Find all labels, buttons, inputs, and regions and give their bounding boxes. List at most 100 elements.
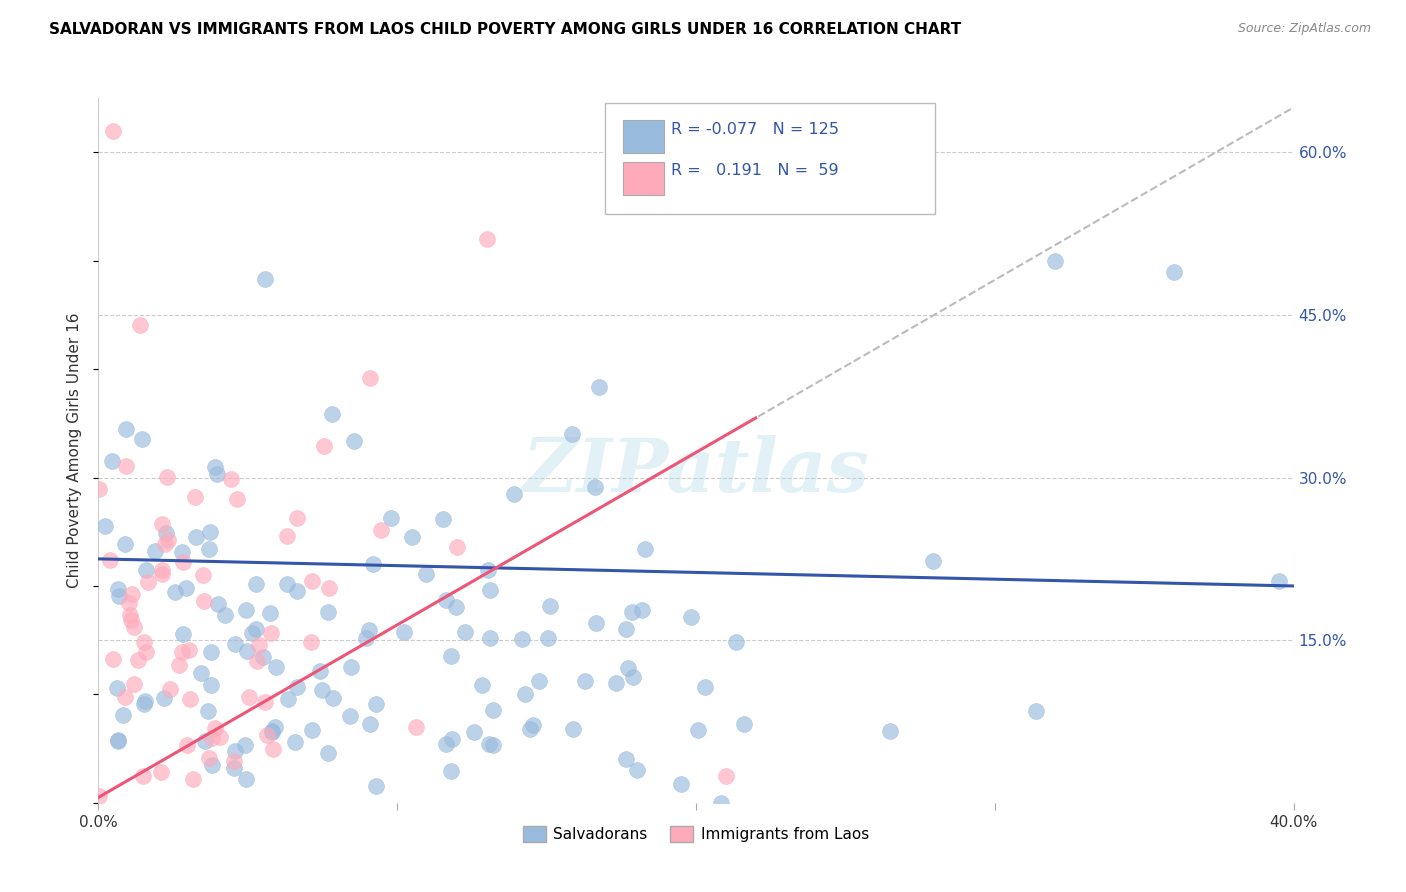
Point [314, 439, 336, 453]
Text: R =   0.191   N =  59: R = 0.191 N = 59 [671, 163, 838, 178]
Point [170, 544, 193, 558]
Point [111, 708, 134, 723]
Legend: Salvadorans, Immigrants from Laos: Salvadorans, Immigrants from Laos [516, 820, 876, 848]
Point [1043, 253, 1066, 268]
Point [101, 652, 124, 666]
Point [120, 613, 142, 627]
Point [879, 724, 901, 739]
Point [340, 660, 363, 674]
Point [434, 593, 457, 607]
Point [87, 483, 110, 497]
Point [150, 567, 173, 582]
Point [605, 676, 627, 690]
Point [415, 566, 437, 581]
Point [621, 605, 644, 619]
Point [204, 721, 226, 735]
Point [277, 692, 299, 706]
Point [284, 734, 307, 748]
Point [98, 552, 121, 566]
Point [87, 789, 110, 803]
Point [361, 557, 384, 571]
Point [631, 603, 654, 617]
Point [585, 616, 607, 631]
Point [263, 720, 285, 734]
Point [163, 585, 186, 599]
Point [236, 643, 259, 657]
Point [224, 636, 246, 650]
Point [529, 674, 551, 689]
Point [183, 490, 205, 504]
Point [176, 581, 198, 595]
Point [299, 634, 322, 648]
Point [253, 272, 276, 286]
Point [135, 563, 157, 577]
Point [190, 665, 212, 680]
Point [135, 645, 157, 659]
Point [503, 487, 526, 501]
Point [235, 772, 257, 786]
Point [235, 603, 257, 617]
Point [561, 426, 583, 441]
Point [634, 541, 657, 556]
Point [513, 688, 536, 702]
Point [475, 232, 498, 246]
Point [107, 582, 129, 596]
Point [671, 777, 693, 791]
Point [108, 589, 131, 603]
Point [285, 680, 308, 694]
Point [366, 697, 388, 711]
Point [392, 624, 415, 639]
Point [479, 582, 502, 597]
Point [114, 537, 136, 551]
Point [454, 624, 477, 639]
Point [115, 422, 138, 436]
Point [107, 733, 129, 747]
Point [617, 661, 640, 675]
Point [242, 626, 264, 640]
Point [714, 769, 737, 783]
Point [101, 454, 124, 468]
Point [118, 596, 141, 610]
Point [260, 625, 283, 640]
Point [434, 737, 457, 751]
Point [733, 716, 755, 731]
Point [233, 739, 256, 753]
Point [359, 716, 381, 731]
Point [184, 529, 207, 543]
Point [710, 796, 733, 810]
Point [253, 695, 276, 709]
Point [249, 638, 271, 652]
Point [285, 583, 308, 598]
Point [193, 594, 215, 608]
Point [208, 731, 231, 745]
Point [262, 723, 284, 738]
Point [308, 665, 330, 679]
Point [370, 523, 392, 537]
Point [156, 470, 179, 484]
Point [583, 480, 606, 494]
Point [401, 530, 423, 544]
Point [132, 769, 155, 783]
Point [481, 703, 503, 717]
Point [626, 763, 648, 777]
Point [198, 524, 221, 539]
Point [259, 606, 281, 620]
Point [262, 742, 284, 756]
Point [200, 645, 222, 659]
Point [198, 542, 221, 557]
Point [574, 674, 596, 689]
Point [246, 654, 269, 668]
Point [176, 738, 198, 752]
Point [1163, 264, 1185, 278]
Point [222, 762, 245, 776]
Text: R = -0.077   N = 125: R = -0.077 N = 125 [671, 122, 838, 137]
Point [159, 681, 181, 696]
Point [200, 678, 222, 692]
Point [1267, 574, 1289, 588]
Point [201, 757, 224, 772]
Point [264, 660, 287, 674]
Point [120, 608, 142, 623]
Point [318, 746, 340, 760]
Point [262, 725, 284, 739]
Point [167, 658, 190, 673]
